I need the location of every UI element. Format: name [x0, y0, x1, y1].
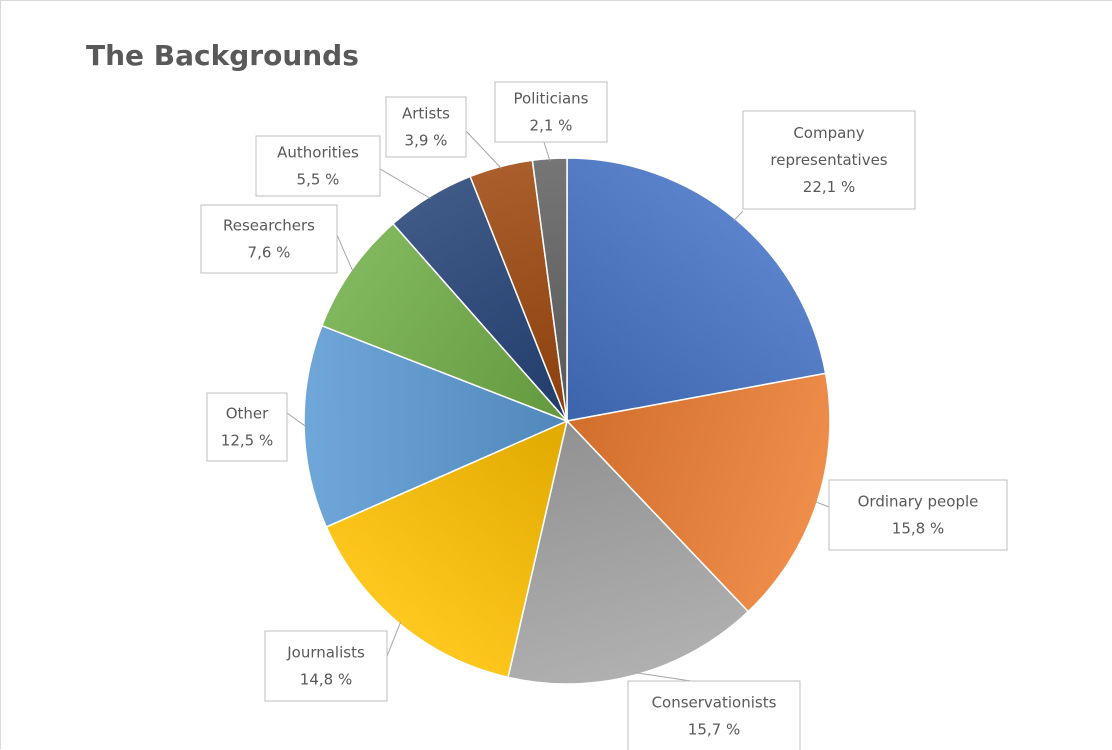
pie-slice-journalists — [325, 419, 569, 679]
data-label-box — [264, 630, 388, 702]
pie-slice-conservationists — [507, 419, 750, 685]
data-label-name: Authorities — [277, 144, 359, 162]
data-label-name: Journalists — [286, 644, 365, 662]
data-label-box — [385, 96, 467, 158]
data-label-value: 12,5 % — [221, 432, 273, 450]
leader-line-other — [286, 412, 307, 428]
data-label-politicians: Politicians 2,1 % — [494, 81, 608, 143]
leader-line-politicians — [543, 141, 551, 161]
leader-line-artists — [465, 130, 502, 169]
data-label-name: Ordinary people — [858, 493, 979, 511]
leader-line-researchers — [336, 234, 354, 272]
data-label-box — [627, 680, 801, 750]
data-label-box — [200, 204, 338, 274]
leader-line-ordinary-people — [815, 501, 830, 508]
data-label-journalists: Journalists 14,8 % — [264, 630, 388, 702]
data-label-researchers: Researchers 7,6 % — [200, 204, 338, 274]
data-label-value: 14,8 % — [300, 671, 352, 689]
data-label-value: 2,1 % — [530, 117, 573, 135]
data-label-box — [494, 81, 608, 143]
chart-title: The Backgrounds — [86, 39, 359, 72]
data-label-value: 3,9 % — [405, 132, 448, 150]
leader-line-company-representatives — [733, 210, 744, 221]
data-label-name: Conservationists — [652, 694, 777, 712]
data-label-name: representatives — [770, 151, 887, 169]
data-label-value: 15,8 % — [892, 520, 944, 538]
data-label-name: Other — [226, 405, 269, 423]
leader-line-journalists — [386, 621, 402, 657]
data-label-authorities: Authorities 5,5 % — [255, 135, 381, 197]
data-label-name: Politicians — [514, 90, 589, 108]
data-label-box — [742, 110, 916, 210]
leader-line-authorities — [379, 168, 431, 199]
data-label-artists: Artists 3,9 % — [385, 96, 467, 158]
data-label-value: 15,7 % — [688, 721, 740, 739]
data-label-name: Researchers — [223, 217, 315, 235]
data-label-box — [255, 135, 381, 197]
data-label-box — [828, 479, 1008, 551]
data-label-company-representatives: Company representatives 22,1 % — [742, 110, 916, 210]
data-label-value: 22,1 % — [803, 178, 855, 196]
data-label-name: Company — [793, 124, 864, 142]
data-label-name: Artists — [402, 105, 450, 123]
data-label-other: Other 12,5 % — [206, 392, 288, 462]
pie-slice-researchers — [320, 222, 568, 422]
data-label-ordinary-people: Ordinary people 15,8 % — [828, 479, 1008, 551]
data-label-value: 5,5 % — [297, 171, 340, 189]
leader-line-conservationists — [635, 672, 692, 682]
data-label-box — [206, 392, 288, 462]
data-label-conservationists: Conservationists 15,7 % — [627, 680, 801, 750]
data-label-value: 7,6 % — [248, 244, 291, 262]
pie-slice-other — [303, 324, 569, 528]
